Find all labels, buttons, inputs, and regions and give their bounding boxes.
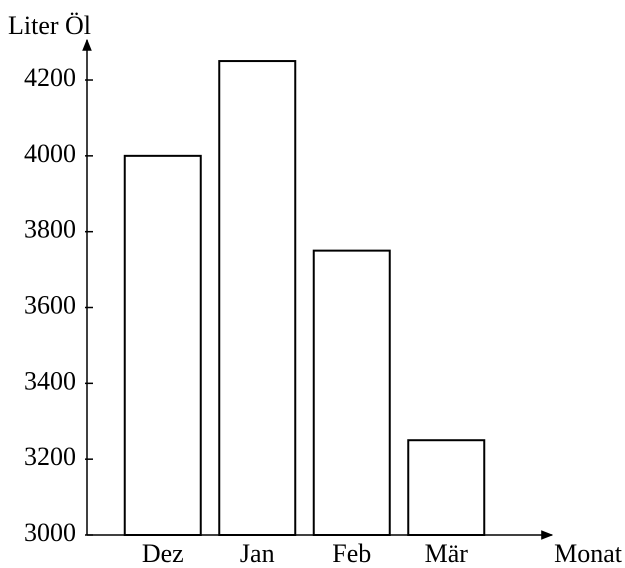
bar — [312, 249, 391, 536]
bar — [123, 154, 202, 536]
y-tick-label: 3400 — [24, 366, 76, 395]
y-tick-label: 3000 — [24, 518, 76, 547]
y-axis-label: Liter Öl — [8, 11, 91, 40]
x-tick-label: Dez — [142, 539, 184, 568]
x-tick-label: Mär — [425, 539, 469, 568]
bar — [218, 60, 297, 537]
x-tick-label: Feb — [332, 539, 371, 568]
x-axis-label: Monat — [554, 539, 623, 568]
y-tick-label: 3600 — [24, 290, 76, 319]
bar — [407, 439, 486, 537]
y-tick-label: 3200 — [24, 442, 76, 471]
y-tick-label: 3800 — [24, 215, 76, 244]
y-tick-label: 4000 — [24, 139, 76, 168]
y-tick-label: 4200 — [24, 63, 76, 92]
x-tick-label: Jan — [240, 539, 275, 568]
